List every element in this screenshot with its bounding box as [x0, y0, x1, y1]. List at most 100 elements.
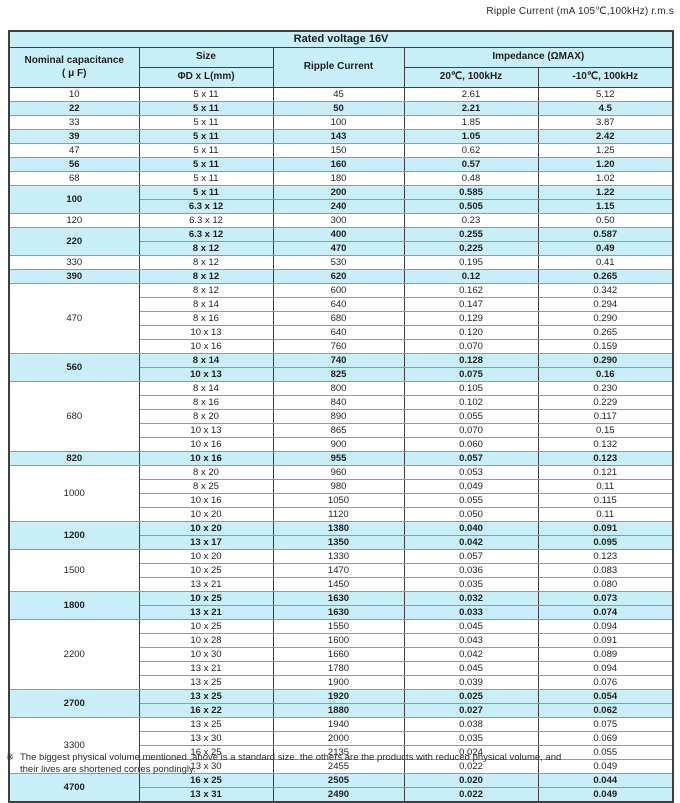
impedance-20c-cell: 1.05 [403, 129, 539, 144]
ripple-current-cell: 2455 [272, 759, 405, 774]
impedance-neg10c-cell: 0.095 [537, 535, 674, 550]
impedance-neg10c-cell: 0.054 [537, 689, 674, 704]
capacitance-cell: 680 [8, 381, 140, 452]
impedance-20c-cell: 0.48 [403, 171, 539, 186]
impedance-neg10c-cell: 1.25 [537, 143, 674, 158]
ripple-current-cell: 1120 [272, 507, 405, 522]
ripple-current-cell: 1050 [272, 493, 405, 508]
col-header-capacitance: Nominal capacitance ( μ F) [8, 47, 140, 88]
size-cell: 13 x 21 [138, 661, 274, 676]
table-row: 13 x 17 1350 0.042 0.095 [9, 535, 674, 550]
capacitance-cell: 47 [8, 143, 140, 158]
impedance-neg10c-cell: 0.294 [537, 297, 674, 312]
ripple-current-cell: 45 [272, 87, 405, 102]
capacitance-cell: 100 [8, 185, 140, 214]
size-cell: 13 x 21 [138, 577, 274, 592]
col-header-size-dimensions: ΦD x L(mm) [138, 67, 274, 88]
size-cell: 8 x 12 [138, 269, 274, 284]
ripple-current-cell: 1470 [272, 563, 405, 578]
impedance-neg10c-cell: 0.16 [537, 367, 674, 382]
impedance-20c-cell: 1.85 [403, 115, 539, 130]
capacitance-cell: 56 [8, 157, 140, 172]
size-cell: 5 x 11 [138, 157, 274, 172]
impedance-neg10c-cell: 0.265 [537, 325, 674, 340]
size-cell: 10 x 16 [138, 437, 274, 452]
impedance-20c-cell: 0.120 [403, 325, 539, 340]
impedance-neg10c-cell: 0.230 [537, 381, 674, 396]
capacitance-cell: 390 [8, 269, 140, 284]
ripple-current-cell: 1780 [272, 661, 405, 676]
capacitance-cell: 39 [8, 129, 140, 144]
capacitance-cell: 1200 [8, 521, 140, 550]
ripple-current-spec-table: Rated voltage 16V Nominal capacitance ( … [8, 30, 675, 803]
table-row: 13 x 25 1900 0.039 0.076 [9, 675, 674, 690]
table-row: 1200 10 x 20 1380 0.040 0.091 [8, 521, 674, 550]
impedance-20c-cell: 0.070 [403, 423, 539, 438]
size-cell: 8 x 20 [138, 465, 274, 480]
table-row: 13 x 30 2000 0.035 0.069 [9, 731, 674, 746]
table-row: 390 8 x 12 620 0.12 0.265 [8, 269, 674, 284]
size-cell: 10 x 20 [138, 549, 274, 564]
impedance-20c-cell: 0.162 [403, 283, 539, 298]
size-cell: 8 x 14 [138, 297, 274, 312]
impedance-20c-cell: 0.585 [403, 185, 539, 200]
table-row: 13 x 30 2455 0.022 0.049 [9, 759, 674, 774]
impedance-20c-cell: 0.022 [403, 787, 539, 803]
impedance-neg10c-cell: 0.41 [537, 255, 674, 270]
impedance-neg10c-cell: 0.074 [537, 605, 674, 620]
footnote-text: The biggest physical volume mentioned ,a… [20, 752, 561, 777]
impedance-neg10c-cell: 0.091 [537, 633, 674, 648]
size-cell: 13 x 31 [138, 787, 274, 803]
size-cell: 10 x 25 [138, 591, 274, 606]
ripple-current-cell: 143 [272, 129, 405, 144]
table-row: 22 5 x 11 50 2.21 4.5 [8, 101, 674, 116]
size-cell: 10 x 20 [138, 507, 274, 522]
impedance-20c-cell: 0.505 [403, 199, 539, 214]
table-row: 330 8 x 12 530 0.195 0.41 [8, 255, 674, 270]
size-cell: 13 x 21 [138, 605, 274, 620]
table-row: 13 x 21 1630 0.033 0.074 [9, 605, 674, 620]
impedance-20c-cell: 0.255 [403, 227, 539, 242]
impedance-20c-cell: 0.033 [403, 605, 539, 620]
capacitance-cell: 330 [8, 255, 140, 270]
impedance-neg10c-cell: 0.091 [537, 521, 674, 536]
table-row: 10 x 13 825 0.075 0.16 [9, 367, 674, 382]
impedance-neg10c-cell: 0.049 [537, 759, 674, 774]
size-cell: 13 x 17 [138, 535, 274, 550]
size-cell: 8 x 16 [138, 311, 274, 326]
ripple-current-cell: 1660 [272, 647, 405, 662]
impedance-20c-cell: 0.129 [403, 311, 539, 326]
size-cell: 5 x 11 [138, 143, 274, 158]
col-header-impedance-20c: 20℃, 100kHz [403, 67, 539, 88]
size-cell: 8 x 12 [138, 241, 274, 256]
capacitance-cell: 560 [8, 353, 140, 382]
ripple-current-cell: 740 [272, 353, 405, 368]
capacitance-cell: 120 [8, 213, 140, 228]
size-cell: 10 x 16 [138, 339, 274, 354]
impedance-20c-cell: 0.045 [403, 619, 539, 634]
size-cell: 13 x 25 [138, 675, 274, 690]
table-row: 33 5 x 11 100 1.85 3.87 [8, 115, 674, 130]
ripple-current-cell: 955 [272, 451, 405, 466]
impedance-20c-cell: 0.032 [403, 591, 539, 606]
table-row: 2700 13 x 25 1920 0.025 0.054 [8, 689, 674, 718]
impedance-neg10c-cell: 0.229 [537, 395, 674, 410]
impedance-20c-cell: 0.055 [403, 409, 539, 424]
size-cell: 10 x 28 [138, 633, 274, 648]
ripple-current-cell: 960 [272, 465, 405, 480]
impedance-neg10c-cell: 0.587 [537, 227, 674, 242]
impedance-20c-cell: 0.62 [403, 143, 539, 158]
ripple-current-cell: 50 [272, 101, 405, 116]
impedance-20c-cell: 0.055 [403, 493, 539, 508]
table-row: 1500 10 x 20 1330 0.057 0.123 [8, 549, 674, 592]
ripple-current-cell: 150 [272, 143, 405, 158]
ripple-current-cell: 530 [272, 255, 405, 270]
table-body: 10 5 x 11 45 2.61 5.12 22 5 x 11 50 2.21 4.5 33 5 x… [8, 87, 674, 803]
ripple-current-cell: 1630 [272, 605, 405, 620]
capacitance-cell: 1000 [8, 465, 140, 522]
impedance-neg10c-cell: 0.076 [537, 675, 674, 690]
size-cell: 10 x 13 [138, 367, 274, 382]
impedance-neg10c-cell: 0.073 [537, 591, 674, 606]
table-row: 56 5 x 11 160 0.57 1.20 [8, 157, 674, 172]
size-cell: 10 x 16 [138, 493, 274, 508]
